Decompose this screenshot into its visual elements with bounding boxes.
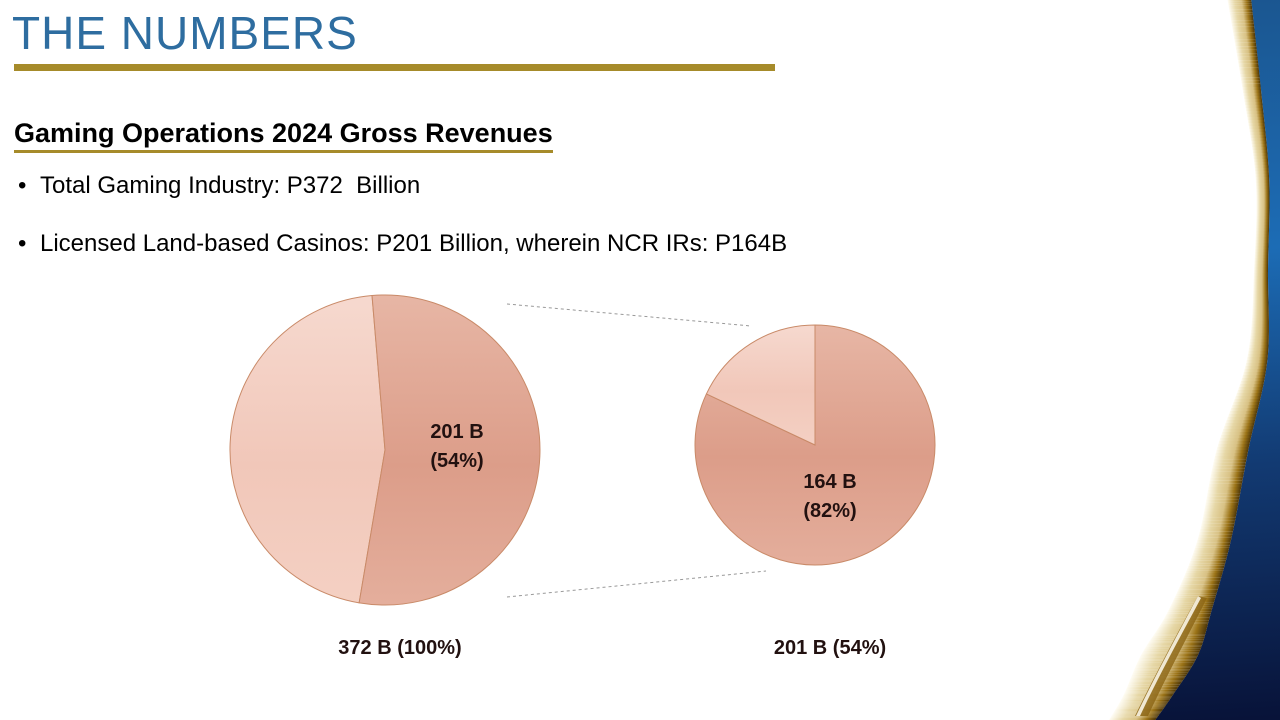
svg-text:164 B: 164 B xyxy=(803,471,856,493)
svg-text:372 B (100%): 372 B (100%) xyxy=(338,637,461,659)
svg-text:201 B: 201 B xyxy=(430,421,483,443)
svg-text:(54%): (54%) xyxy=(430,450,483,472)
svg-text:(82%): (82%) xyxy=(803,500,856,522)
svg-text:201 B (54%): 201 B (54%) xyxy=(774,637,886,659)
